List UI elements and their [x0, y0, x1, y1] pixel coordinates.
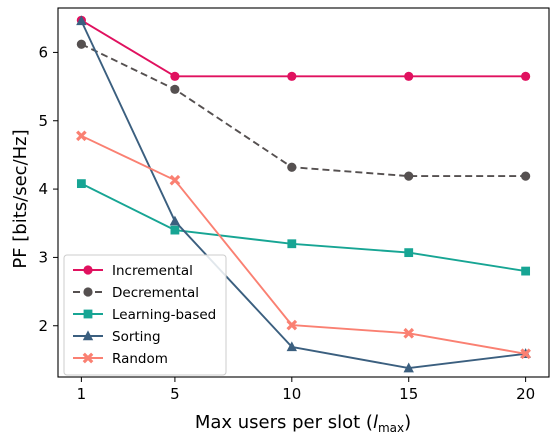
legend-marker — [83, 287, 93, 297]
legend-entry: Sorting — [73, 329, 161, 345]
data-point — [170, 84, 180, 94]
legend-entry: Random — [73, 351, 168, 367]
data-point — [404, 248, 414, 258]
data-point — [76, 179, 86, 189]
y-tick-label: 6 — [38, 43, 48, 61]
data-point — [169, 174, 181, 186]
legend-label: Learning-based — [112, 307, 216, 323]
legend-entry: Learning-based — [73, 307, 216, 323]
data-point — [169, 215, 181, 226]
data-point — [521, 71, 531, 81]
x-tick-label: 1 — [77, 385, 87, 403]
data-point — [286, 341, 298, 352]
data-point — [287, 162, 297, 172]
y-tick-label: 5 — [38, 112, 48, 130]
x-tick-label: 10 — [282, 385, 301, 403]
series-line — [80, 19, 526, 78]
legend-label: Incremental — [112, 263, 193, 279]
data-point — [76, 130, 87, 142]
legend-frame — [63, 254, 227, 376]
y-tick-label: 4 — [38, 180, 48, 198]
y-tick-label: 3 — [38, 248, 48, 266]
y-tick-label: 2 — [38, 317, 48, 335]
data-point — [76, 39, 86, 49]
y-axis-title: PF [bits/sec/Hz] — [10, 129, 31, 268]
legend-marker — [82, 330, 94, 341]
legend-label: Sorting — [112, 329, 161, 345]
legend-marker — [83, 309, 93, 319]
data-point — [287, 239, 297, 249]
data-point — [170, 225, 180, 235]
series-learning-based — [76, 179, 531, 276]
legend-label: Decremental — [112, 285, 199, 301]
data-point — [521, 171, 531, 181]
series-decremental — [76, 39, 531, 181]
data-point — [286, 319, 298, 331]
legend-entry: Incremental — [73, 263, 193, 279]
x-tick-label: 15 — [399, 385, 418, 403]
legend-label: Random — [112, 351, 168, 367]
series-line — [80, 43, 526, 178]
data-point — [403, 327, 415, 339]
x-axis-title-symbol: l — [373, 412, 378, 433]
x-tick-label: 20 — [516, 385, 535, 403]
data-point — [520, 348, 531, 360]
data-point — [521, 266, 531, 276]
plot-area — [76, 15, 531, 373]
x-axis-title-text: Max users per slot ( — [195, 412, 373, 433]
legend-entry: Decremental — [73, 285, 199, 301]
data-point — [404, 71, 414, 81]
x-axis-title-close: ) — [404, 412, 411, 433]
data-point — [403, 362, 414, 373]
series-incremental — [76, 15, 531, 81]
legend-marker — [83, 265, 93, 275]
data-point — [76, 15, 87, 26]
series-random — [76, 130, 531, 360]
data-point — [287, 71, 297, 81]
data-point — [404, 171, 414, 181]
x-axis-title-subscript: max — [378, 421, 404, 435]
plot-frame — [57, 7, 550, 378]
legend-marker — [82, 352, 94, 364]
x-axis-title: Max users per slot (lmax) — [195, 412, 411, 435]
legend: Incremental Decremental Learning-based Sort… — [63, 254, 227, 376]
x-tick-label: 5 — [170, 385, 180, 403]
data-point — [170, 71, 180, 81]
